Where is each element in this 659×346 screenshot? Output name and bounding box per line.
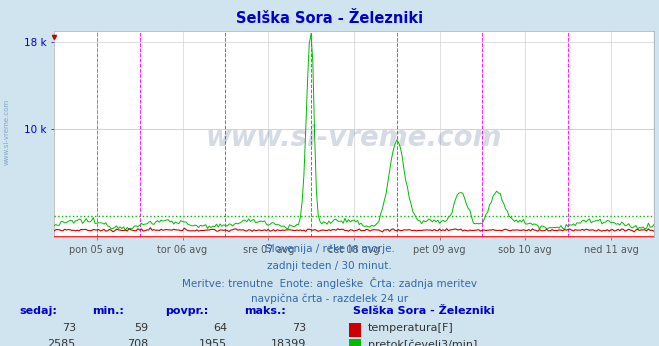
Text: 2585: 2585	[47, 339, 76, 346]
Text: zadnji teden / 30 minut.: zadnji teden / 30 minut.	[267, 261, 392, 271]
Text: 708: 708	[127, 339, 148, 346]
Text: 73: 73	[62, 323, 76, 333]
Text: pretok[čevelj3/min]: pretok[čevelj3/min]	[368, 339, 477, 346]
Text: 18399: 18399	[271, 339, 306, 346]
Text: 73: 73	[293, 323, 306, 333]
Text: 59: 59	[134, 323, 148, 333]
Text: 1955: 1955	[199, 339, 227, 346]
Text: min.:: min.:	[92, 306, 124, 316]
Text: sedaj:: sedaj:	[20, 306, 57, 316]
Text: www.si-vreme.com: www.si-vreme.com	[3, 98, 10, 165]
Text: povpr.:: povpr.:	[165, 306, 208, 316]
Text: Selška Sora - Železniki: Selška Sora - Železniki	[236, 11, 423, 26]
Text: 64: 64	[214, 323, 227, 333]
Text: maks.:: maks.:	[244, 306, 285, 316]
Text: Meritve: trenutne  Enote: angleške  Črta: zadnja meritev: Meritve: trenutne Enote: angleške Črta: …	[182, 277, 477, 289]
Text: temperatura[F]: temperatura[F]	[368, 323, 453, 333]
Text: Selška Sora - Železniki: Selška Sora - Železniki	[353, 306, 494, 316]
Text: Slovenija / reke in morje.: Slovenija / reke in morje.	[264, 244, 395, 254]
Text: navpična črta - razdelek 24 ur: navpična črta - razdelek 24 ur	[251, 294, 408, 304]
Text: www.si-vreme.com: www.si-vreme.com	[206, 124, 502, 152]
